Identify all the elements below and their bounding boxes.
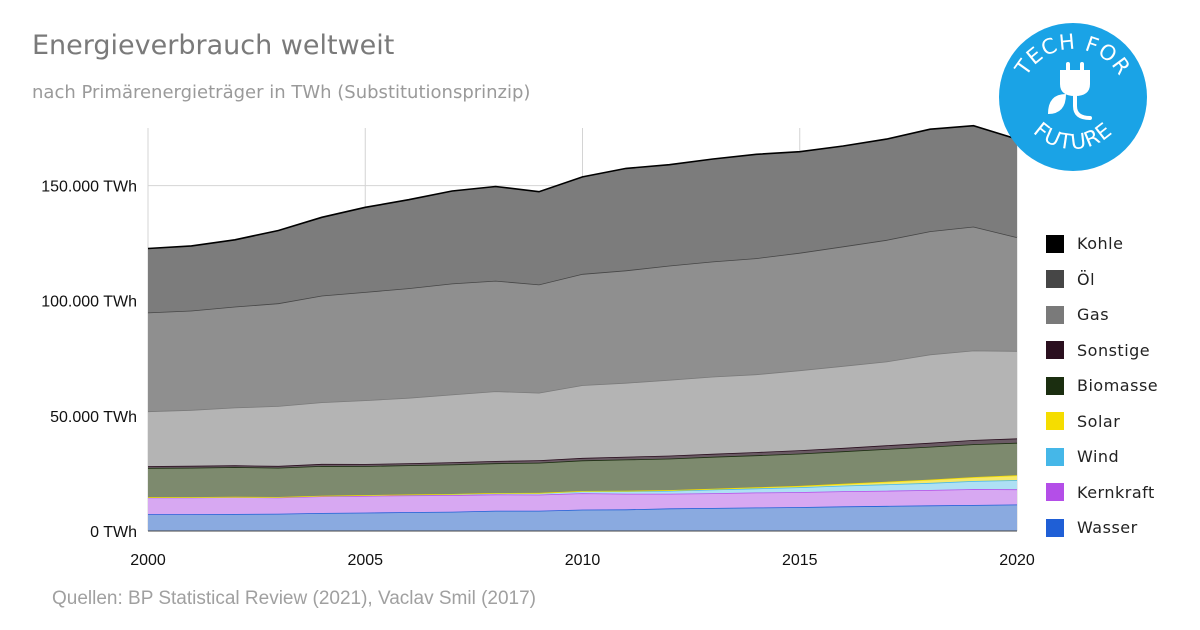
legend-swatch — [1046, 341, 1064, 360]
line-kohle — [147, 124, 1018, 250]
chart-subtitle: nach Primärenergieträger in TWh (Substit… — [32, 82, 531, 103]
y-tick-label: 100.000 TWh — [41, 294, 137, 311]
x-tick-label: 2020 — [999, 552, 1035, 569]
legend-label: Gas — [1077, 305, 1110, 325]
legend-swatch — [1046, 270, 1064, 289]
series-areas — [147, 124, 1018, 531]
axes: 2000 2005 2010 2015 2020 0 TWh 50.000 TWh 100.0… — [41, 179, 1035, 569]
legend-item--l: Öl — [1046, 262, 1158, 298]
legend-label: Biomasse — [1077, 376, 1159, 396]
legend-swatch — [1046, 518, 1064, 537]
area--l — [148, 226, 1017, 412]
legend-item-biomasse: Biomasse — [1046, 368, 1158, 404]
y-tick-label: 50.000 TWh — [50, 409, 137, 426]
tech-for-future-logo: TECH FOR FUTURE — [999, 23, 1147, 171]
legend-swatch — [1046, 376, 1064, 395]
plug-leaf-icon — [1048, 62, 1092, 120]
legend-item-wasser: Wasser — [1046, 510, 1158, 546]
x-tick-label: 2005 — [347, 552, 383, 569]
legend-swatch — [1046, 305, 1064, 324]
chart-title: Energieverbrauch weltweit — [32, 30, 395, 61]
legend-swatch — [1046, 412, 1064, 431]
area-gas — [148, 350, 1017, 467]
legend-label: Sonstige — [1077, 340, 1151, 360]
area-biomasse — [148, 442, 1017, 498]
x-tick-label: 2000 — [130, 552, 166, 569]
legend-item-kohle: Kohle — [1046, 226, 1158, 262]
area-wind — [148, 480, 1017, 498]
legend-label: Kohle — [1077, 234, 1124, 254]
legend-swatch — [1046, 483, 1064, 502]
legend-item-kernkraft: Kernkraft — [1046, 475, 1158, 511]
legend-item-sonstige: Sonstige — [1046, 333, 1158, 369]
legend-item-gas: Gas — [1046, 297, 1158, 333]
legend-swatch — [1046, 234, 1064, 253]
x-tick-label: 2015 — [782, 552, 818, 569]
area-kernkraft — [148, 489, 1017, 515]
legend-item-solar: Solar — [1046, 404, 1158, 440]
legend-label: Wasser — [1077, 518, 1138, 538]
legend-label: Öl — [1077, 269, 1096, 289]
legend-label: Solar — [1077, 411, 1121, 431]
y-tick-label: 150.000 TWh — [41, 179, 137, 196]
legend-item-wind: Wind — [1046, 439, 1158, 475]
area-kohle — [148, 125, 1017, 313]
source-note: Quellen: BP Statistical Review (2021), V… — [52, 588, 537, 609]
area-wasser — [148, 504, 1017, 531]
x-tick-label: 2010 — [565, 552, 601, 569]
legend-swatch — [1046, 447, 1064, 466]
chart-legend: Kohle Öl Gas Sonstige Biomasse Solar Wind Kernk… — [1046, 226, 1158, 546]
y-tick-label: 0 TWh — [90, 524, 137, 541]
legend-label: Kernkraft — [1077, 482, 1155, 502]
legend-label: Wind — [1077, 447, 1120, 467]
